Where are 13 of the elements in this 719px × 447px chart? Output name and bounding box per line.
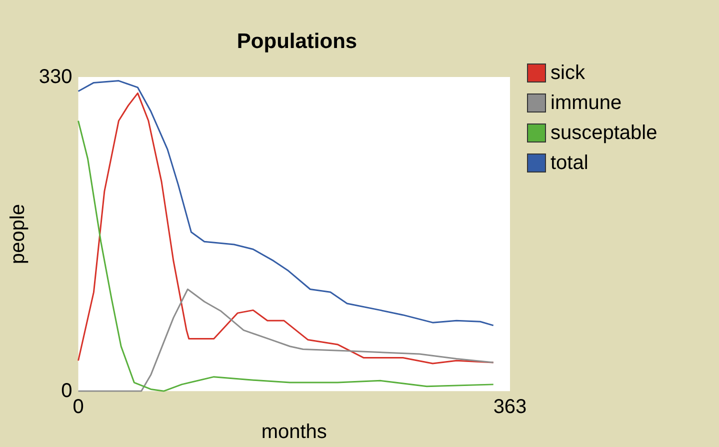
legend-label: total xyxy=(550,152,588,174)
chart-title: Populations xyxy=(236,30,358,53)
legend-label: sick xyxy=(550,62,586,84)
line-series xyxy=(78,80,494,326)
legend-label: immune xyxy=(550,92,622,114)
y-tick-label: 330 xyxy=(38,66,72,88)
line-series xyxy=(78,92,494,364)
line-series xyxy=(78,120,494,392)
x-axis-title: months xyxy=(261,421,327,443)
legend-label: susceptable xyxy=(550,122,658,144)
x-tick-label: 363 xyxy=(493,396,527,418)
line-series xyxy=(78,288,494,392)
y-axis-title: people xyxy=(7,204,29,264)
